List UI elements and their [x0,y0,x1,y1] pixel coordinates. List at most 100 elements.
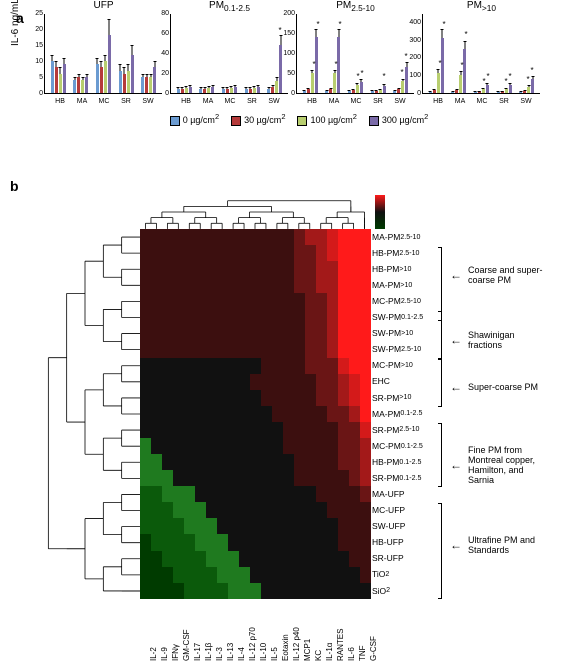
bar-group [93,35,114,93]
heatmap-cell [239,567,250,583]
heatmap-cell [206,422,217,438]
heatmap-cell [195,534,206,550]
y-tick: 300 [405,37,421,44]
heatmap-cell [250,309,261,325]
heatmap-cell [261,325,272,341]
bar [437,73,440,93]
heatmap-cell [162,277,173,293]
heatmap-cell [250,438,261,454]
heatmap-cell [360,261,371,277]
legend-item: 100 µg/cm2 [297,112,356,126]
heatmap-cell [261,358,272,374]
heatmap-cell [349,518,360,534]
col-label: IFNγ [171,601,180,661]
heatmap-cell [151,342,162,358]
bar [226,89,229,93]
heatmap-cell [195,390,206,406]
y-tick: 20 [27,26,43,33]
row-label: SW-PM2.5-10 [372,342,423,358]
heatmap-cell [162,325,173,341]
heatmap-cell [140,358,151,374]
bar [393,91,396,93]
heatmap-cell [151,486,162,502]
col-label: Eotaxin [281,601,290,661]
x-label: MC [225,98,236,105]
heatmap-cell [305,454,316,470]
heatmap-cell [173,390,184,406]
heatmap-cell [338,390,349,406]
heatmap-cell [360,534,371,550]
y-tick: 40 [153,50,169,57]
bar [181,89,184,93]
heatmap-cell [162,486,173,502]
heatmap-cell [250,454,261,470]
heatmap-cell [283,470,294,486]
heatmap-cell [250,229,261,245]
heatmap-cell [338,486,349,502]
heatmap-cell [184,567,195,583]
heatmap-cell [140,390,151,406]
heatmap-cell [228,422,239,438]
heatmap-cell [272,567,283,583]
heatmap-cell [261,551,272,567]
heatmap-cell [173,277,184,293]
heatmap-cell [327,567,338,583]
heatmap-cell [140,342,151,358]
heatmap-cell [173,406,184,422]
heatmap-cell [272,502,283,518]
row-label: MA-PM0.1-2.5 [372,406,423,422]
bar [325,91,328,93]
bar [63,64,66,93]
heatmap-cell [305,390,316,406]
heatmap-cell [360,390,371,406]
heatmap-cell [261,502,272,518]
bracket [438,311,442,359]
heatmap-cell [272,534,283,550]
heatmap-cell [184,229,195,245]
heatmap-cell [250,406,261,422]
bar [104,61,107,93]
row-label: HB-PM0.1-2.5 [372,454,423,470]
heatmap-cell [151,229,162,245]
heatmap-cell [294,454,305,470]
heatmap-cell [184,470,195,486]
heatmap-cell [173,229,184,245]
heatmap-cell [349,551,360,567]
bar [149,77,152,93]
heatmap-cell [349,406,360,422]
heatmap-cell [305,309,316,325]
legend-item: 0 µg/cm2 [170,112,219,126]
row-label: SW-UFP [372,518,423,534]
significance-star: * [464,31,467,39]
legend-swatch [170,116,180,126]
bar-group [174,87,195,93]
y-tick: 0 [405,90,421,97]
heatmap-cell [250,470,261,486]
heatmap-cell [140,325,151,341]
heatmap-cell [316,277,327,293]
heatmap-cell [261,390,272,406]
heatmap-cell [338,454,349,470]
bar [337,37,340,93]
heatmap-cell [195,438,206,454]
heatmap-cell [140,374,151,390]
heatmap-cell [228,390,239,406]
heatmap-cell [327,390,338,406]
heatmap-cell [305,229,316,245]
heatmap-cell [305,567,316,583]
heatmap-cell [305,583,316,599]
heatmap-cell [173,534,184,550]
heatmap-cell [228,374,239,390]
row-label: HB-UFP [372,534,423,550]
col-label: IL-5 [270,601,279,661]
y-tick: 400 [405,19,421,26]
heatmap-cell [239,518,250,534]
heatmap-cell [338,293,349,309]
heatmap-cell [195,551,206,567]
bar [531,79,534,93]
heatmap-cell [162,454,173,470]
row-dendrogram [30,229,140,599]
heatmap-cell [283,502,294,518]
heatmap-cell [261,470,272,486]
legend-swatch [369,116,379,126]
